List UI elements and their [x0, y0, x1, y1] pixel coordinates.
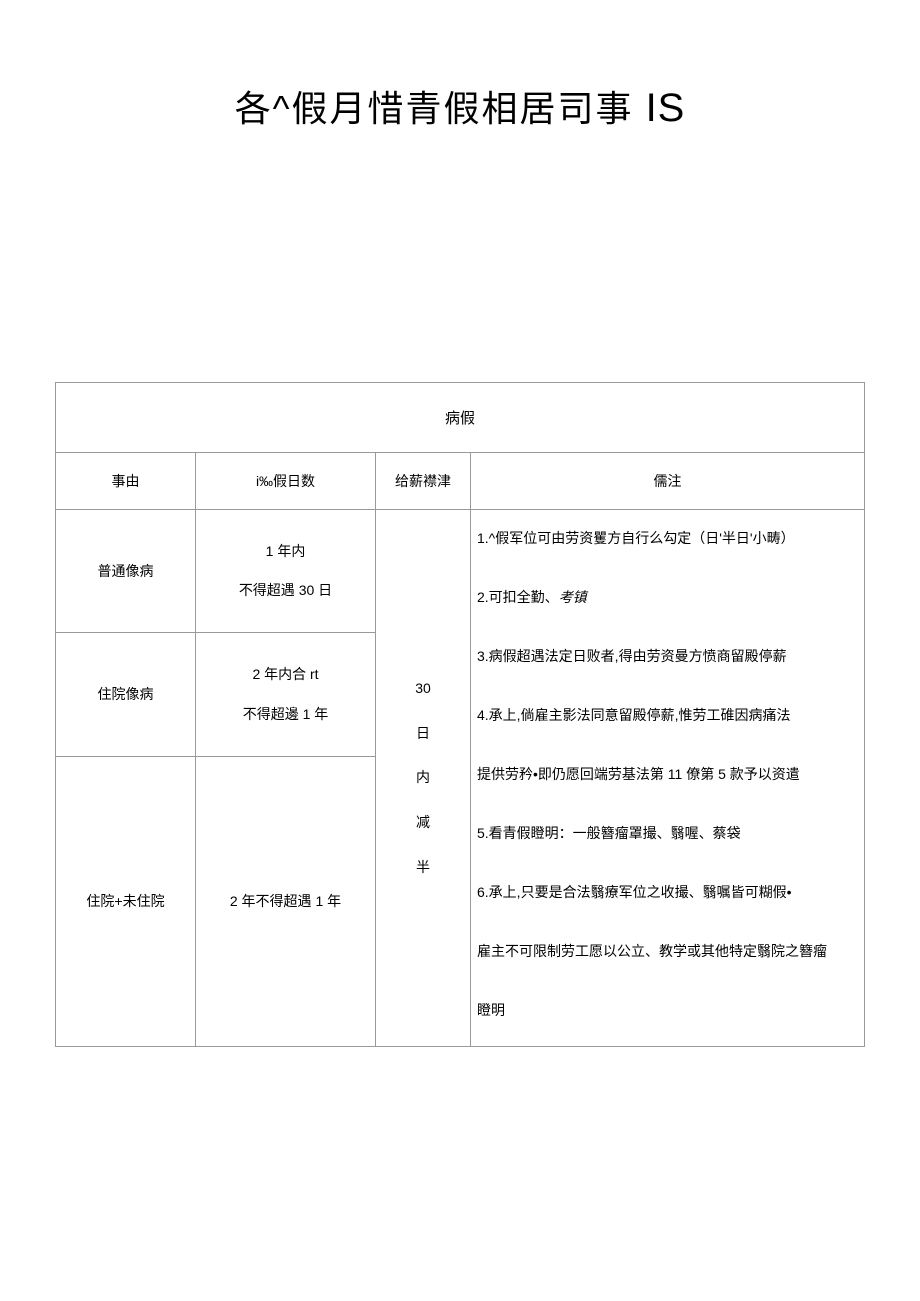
note-item: 3.病假超遇法定日败者,得由劳资曼方愤商留殿停薪	[477, 626, 858, 685]
col-pay-header: 给薪襟津	[376, 453, 471, 510]
col-notes-header: 儒注	[471, 453, 865, 510]
pay-line: 半	[376, 845, 470, 890]
note-item: 6.承上,只要是合法翳療军位之收撮、翳嘱皆可糊假•	[477, 862, 858, 921]
note-item: 5.看青假瞪明：一般簪瘤罩撮、翳喔、蔡袋	[477, 803, 858, 862]
note-item: 提供劳矜•即仍愿回端劳基法第 11 僚第 5 款予以资遣	[477, 744, 858, 803]
days-cell: 1 年内 不得超遇 30 日	[196, 510, 376, 633]
document-title: 各^假月惜青假相居司事 IS	[55, 80, 865, 132]
days-line: 1 年内	[196, 532, 375, 571]
pay-line: 30	[376, 666, 470, 711]
table-subheader-row: 事由 i‰假日数 给薪襟津 儒注	[56, 453, 865, 510]
note-item: 2.可扣全勤、考镇	[477, 567, 858, 626]
reason-cell: 住院+未住院	[56, 756, 196, 1046]
pay-line: 日	[376, 711, 470, 756]
title-suffix: IS	[646, 86, 686, 130]
pay-line: 减	[376, 800, 470, 845]
title-main: 各^假月惜青假相居司事	[235, 88, 634, 129]
reason-cell: 住院像病	[56, 633, 196, 756]
days-cell: 2 年内合 rt 不得超邊 1 年	[196, 633, 376, 756]
table-row: 普通像病 1 年内 不得超遇 30 日 30 日 内 减 半 1.^假军位可由劳…	[56, 510, 865, 633]
reason-cell: 普通像病	[56, 510, 196, 633]
days-cell: 2 年不得超遇 1 年	[196, 756, 376, 1046]
pay-line: 内	[376, 755, 470, 800]
notes-cell-merged: 1.^假军位可由劳资矍方自行么勾定（日'半日'小畴） 2.可扣全勤、考镇 3.病…	[471, 510, 865, 1047]
note-item: 1.^假军位可由劳资矍方自行么勾定（日'半日'小畴）	[477, 510, 858, 567]
days-line: 不得超遇 30 日	[196, 571, 375, 610]
col-days-header: i‰假日数	[196, 453, 376, 510]
col-reason-header: 事由	[56, 453, 196, 510]
note-item: 瞪明	[477, 980, 858, 1039]
pay-cell-merged: 30 日 内 减 半	[376, 510, 471, 1047]
days-line: 不得超邊 1 年	[196, 695, 375, 734]
main-header: 病假	[56, 383, 865, 453]
note-item: 4.承上,倘雇主影法同意留殿停薪,惟劳工碓因病痛法	[477, 685, 858, 744]
table-header-row: 病假	[56, 383, 865, 453]
note-item: 雇主不可限制劳工愿以公立、教学或其他特定翳院之簪瘤	[477, 921, 858, 980]
days-line: 2 年内合 rt	[196, 655, 375, 694]
leave-table: 病假 事由 i‰假日数 给薪襟津 儒注 普通像病 1 年内 不得超遇 30 日 …	[55, 382, 865, 1047]
